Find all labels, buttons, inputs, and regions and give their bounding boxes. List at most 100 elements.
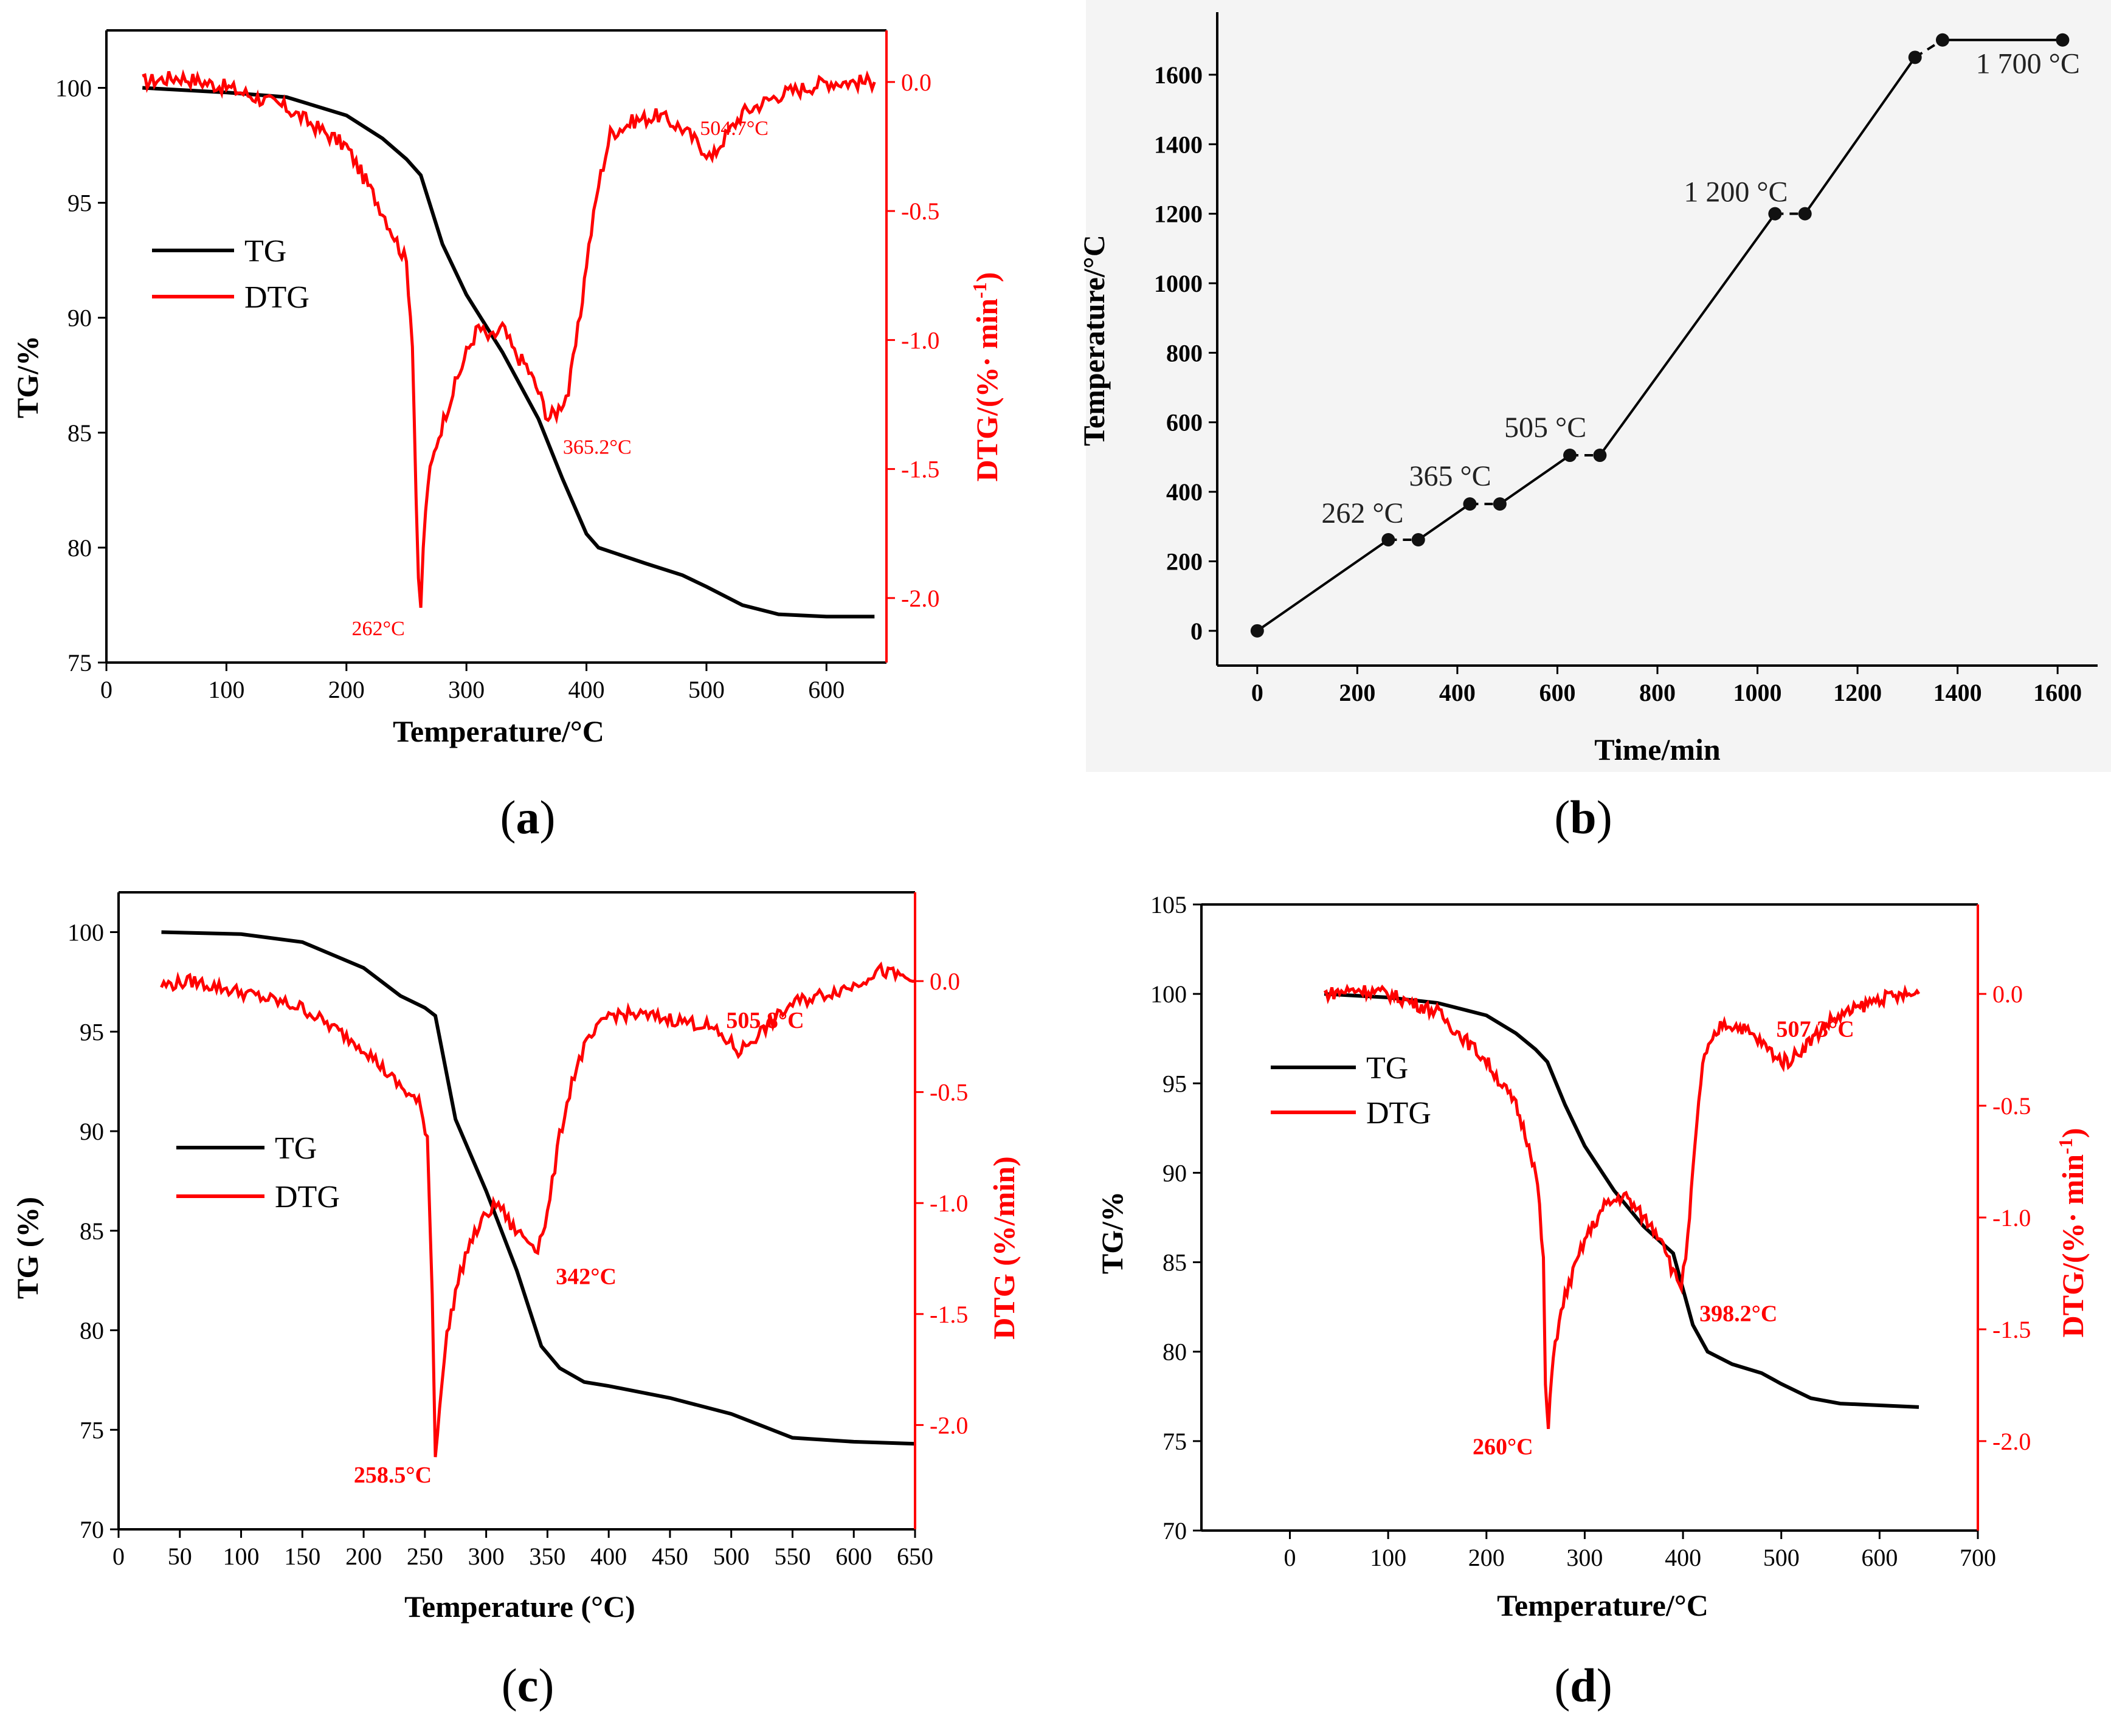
chart-b-axes: 0 200 400 600 800 1000 1200 1400 1600 0 200 400 600 8… [1154,12,2098,706]
y-tick-label: 0 [1190,618,1203,645]
program-segment [1417,503,1471,541]
x-tick-label: 400 [1439,679,1476,706]
y-tick-label: 100 [1150,980,1187,1008]
chart-c-axes: 0 50 100 150 200 250 300 350 400 450 500 550 600 650 7… [67,891,968,1570]
x-tick-label: 600 [1861,1544,1898,1571]
y-tick-label: 600 [1166,409,1203,436]
chart-b-xlabel: Time/min [1594,732,1721,766]
chart-a-svg: 0 100 200 300 400 500 600 75 80 85 90 95 100 -2.0 -1.5… [10,29,1004,748]
legend-dtg-label: DTG [244,280,309,315]
program-point [1381,533,1395,547]
x-tick-label: 550 [774,1543,810,1570]
y-tick-label: 95 [80,1018,104,1045]
panel-d: 0 100 200 300 400 500 600 700 70 75 80 85 90 95 100 105… [1056,868,2111,1736]
y-tick-label: 70 [80,1516,104,1543]
x-tick-label: 500 [688,676,725,703]
chart-a-axes: 0 100 200 300 400 500 600 75 80 85 90 95 100 -2.0 -1.5… [55,29,939,703]
x-tick-label: 500 [713,1543,750,1570]
annotation-label: 1 200 °C [1684,176,1788,208]
chart-d-xlabel: Temperature/°C [1497,1588,1708,1622]
chart-b-line [1256,38,2063,632]
x-tick-label: 500 [1763,1544,1800,1571]
annotation-label: 505 °C [1504,412,1586,444]
annotation-label: 365 °C [1409,460,1491,492]
annotation-label: 1 700 °C [1976,48,2080,80]
y-tick-label: 800 [1166,339,1203,367]
legend-tg-label: TG [244,234,286,269]
x-tick-label: 300 [468,1543,505,1570]
y2-tick-label: -2.0 [930,1411,968,1439]
x-tick-label: 200 [1339,679,1375,706]
program-point [1593,449,1607,463]
panel-b: 0 200 400 600 800 1000 1200 1400 1600 0 200 400 600 8… [1056,0,2111,868]
annotation-label: 342°C [556,1264,617,1289]
x-tick-label: 0 [100,676,112,703]
program-point [1463,497,1477,511]
y-tick-label: 1200 [1154,201,1203,228]
chart-c-ylabel: TG (%) [10,1197,44,1299]
chart-a-tg-line [142,86,875,619]
y-tick-label: 95 [1163,1070,1187,1097]
caption-c: (c) [501,1659,555,1712]
x-tick-label: 600 [1539,679,1575,706]
y-tick-label: 90 [80,1118,104,1145]
x-tick-label: 200 [1468,1544,1505,1571]
y2-tick-label: -1.5 [1992,1316,2031,1343]
annotation-label: 260°C [1473,1434,1533,1459]
y-tick-label: 95 [67,190,92,217]
program-point [2056,33,2070,47]
chart-d-dtg-line [1323,983,1921,1429]
y-tick-label: 100 [67,919,104,946]
x-tick-label: 0 [1251,679,1263,706]
program-point [1250,624,1264,638]
x-tick-label: 250 [407,1543,443,1570]
x-tick-label: 100 [208,676,244,703]
y-tick-label: 90 [1163,1159,1187,1187]
chart-d-legend: TG DTG [1271,1051,1431,1131]
panel-a: 0 100 200 300 400 500 600 75 80 85 90 95 100 -2.0 -1.5… [0,0,1056,868]
x-tick-label: 450 [652,1543,688,1570]
y-tick-label: 80 [80,1317,104,1345]
program-point [1798,207,1812,221]
y2-tick-label: -1.5 [930,1301,968,1328]
x-tick-label: 200 [328,676,365,703]
x-tick-label: 200 [345,1543,382,1570]
program-point [1563,449,1577,463]
legend-tg-label: TG [275,1131,317,1166]
x-tick-label: 400 [568,676,605,703]
y-tick-label: 85 [67,419,92,447]
y2-tick-label: 0.0 [901,69,931,96]
y-tick-label: 75 [67,649,92,677]
annotation-label: 398.2°C [1699,1301,1777,1326]
y-tick-label: 1000 [1154,270,1203,297]
x-tick-label: 300 [1566,1544,1603,1571]
chart-c-svg: 0 50 100 150 200 250 300 350 400 450 500 550 600 650 7… [10,891,1021,1624]
chart-d-tg-line [1324,992,1919,1409]
chart-d-svg: 0 100 200 300 400 500 600 700 70 75 80 85 90 95 100 105… [1095,891,2090,1622]
annotation-label: 262 °C [1321,497,1403,529]
caption-d: (d) [1554,1659,1612,1712]
y2-tick-label: -1.0 [1992,1204,2031,1231]
x-tick-label: 1000 [1733,679,1782,706]
annotation-label: 262°C [352,618,405,640]
chart-b-svg: 0 200 400 600 800 1000 1200 1400 1600 0 200 400 600 8… [1077,12,2098,766]
chart-c-y2label: DTG (%/min) [987,1156,1021,1339]
y-tick-label: 85 [80,1218,104,1245]
chart-d-axes: 0 100 200 300 400 500 600 700 70 75 80 85 90 95 100 105… [1150,891,2031,1571]
y-tick-label: 80 [67,534,92,562]
y-tick-label: 75 [1163,1428,1187,1455]
x-tick-label: 800 [1639,679,1676,706]
chart-a-ylabel: TG/% [10,336,44,418]
y2-tick-label: -1.0 [930,1190,968,1217]
chart-a-xlabel: Temperature/°C [393,714,604,748]
x-tick-label: 100 [223,1543,260,1570]
chart-c-annotations: 258.5°C 342°C 505.8°C [354,1008,804,1488]
program-segment [1256,539,1389,632]
chart-c-legend: TG DTG [176,1131,340,1214]
annotation-label: 507.3°C [1777,1017,1854,1042]
y-tick-label: 75 [80,1416,104,1444]
chart-d-ylabel: TG/% [1095,1191,1129,1274]
y2-tick-label: 0.0 [930,968,960,995]
x-tick-label: 600 [808,676,845,703]
